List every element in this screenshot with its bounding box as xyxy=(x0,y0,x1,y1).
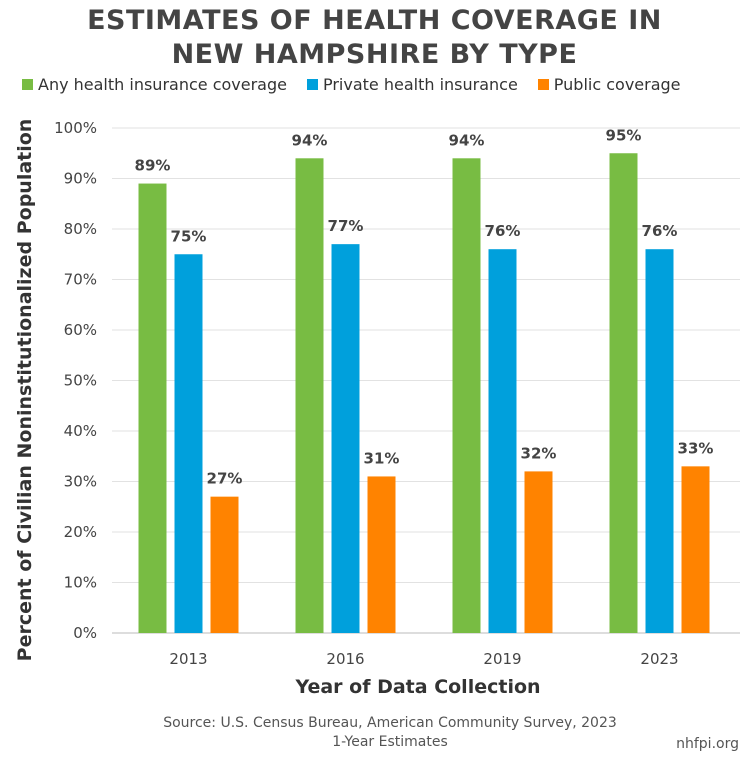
source-line-1: Source: U.S. Census Bureau, American Com… xyxy=(163,715,617,731)
source-line-2: 1-Year Estimates xyxy=(332,734,448,750)
x-tick-label: 2023 xyxy=(640,650,678,668)
y-tick-label: 60% xyxy=(64,321,97,339)
chart-title-line-2: NEW HAMPSHIRE BY TYPE xyxy=(171,39,578,70)
y-tick-label: 50% xyxy=(64,372,97,390)
y-tick-label: 80% xyxy=(64,220,97,238)
bar-private-2016 xyxy=(331,244,360,633)
data-label-any-2016: 94% xyxy=(292,131,328,149)
bar-public-2013 xyxy=(210,496,239,633)
data-label-private-2019: 76% xyxy=(485,222,521,240)
bars xyxy=(138,153,710,634)
bar-public-2023 xyxy=(681,466,710,633)
x-tick-label: 2013 xyxy=(169,650,207,668)
bar-any-2016 xyxy=(295,158,324,634)
bar-private-2019 xyxy=(488,249,517,633)
data-label-public-2013: 27% xyxy=(207,470,243,488)
legend-swatch-any xyxy=(22,79,33,90)
legend-swatch-public xyxy=(537,79,549,90)
legend-label-public: Public coverage xyxy=(553,75,681,94)
x-axis-title: Year of Data Collection xyxy=(294,676,540,698)
legend-item-public: Public coverage xyxy=(537,75,681,94)
y-tick-label: 20% xyxy=(64,523,97,541)
bar-any-2023 xyxy=(609,153,638,633)
data-label-public-2016: 31% xyxy=(364,449,400,467)
legend-label-any: Any health insurance coverage xyxy=(38,75,287,94)
y-axis-title: Percent of Civilian Noninstitutionalized… xyxy=(14,119,36,662)
data-label-any-2019: 94% xyxy=(449,131,485,149)
y-tick-label: 40% xyxy=(64,422,97,440)
data-label-any-2023: 95% xyxy=(606,126,642,144)
x-axis-ticks: 2013 2016 2019 2023 xyxy=(169,650,678,668)
legend-item-private: Private health insurance xyxy=(306,75,518,94)
bar-public-2016 xyxy=(367,476,396,633)
bar-chart: 0% 10% 20% 30% 40% 50% 60% 70% 80% 90% 100% 89% 75%… xyxy=(14,119,740,698)
bar-private-2013 xyxy=(174,254,203,633)
legend: Any health insurance coverage Private he… xyxy=(22,75,749,94)
bar-any-2019 xyxy=(452,158,481,634)
source-note: Source: U.S. Census Bureau, American Com… xyxy=(90,714,690,752)
y-tick-label: 100% xyxy=(54,119,97,137)
site-credit: nhfpi.org xyxy=(676,736,739,752)
y-axis-ticks: 0% 10% 20% 30% 40% 50% 60% 70% 80% 90% 100% xyxy=(54,119,97,642)
x-tick-label: 2016 xyxy=(326,650,364,668)
data-label-public-2019: 32% xyxy=(521,444,557,462)
data-label-public-2023: 33% xyxy=(678,439,714,457)
data-label-any-2013: 89% xyxy=(135,157,171,175)
y-tick-label: 30% xyxy=(64,473,97,491)
y-tick-label: 0% xyxy=(73,624,97,642)
legend-label-private: Private health insurance xyxy=(322,75,518,94)
data-labels: 89% 75% 27% 94% 77% 31% 94% 76% 32% 95% 76% 33% xyxy=(135,126,714,487)
x-tick-label: 2019 xyxy=(483,650,521,668)
bar-public-2019 xyxy=(524,471,553,633)
data-label-private-2013: 75% xyxy=(171,227,207,245)
y-tick-label: 90% xyxy=(64,170,97,188)
data-label-private-2023: 76% xyxy=(642,222,678,240)
bar-private-2023 xyxy=(645,249,674,633)
bar-any-2013 xyxy=(138,183,167,634)
legend-item-any: Any health insurance coverage xyxy=(22,75,287,94)
data-label-private-2016: 77% xyxy=(328,217,364,235)
y-tick-label: 70% xyxy=(64,271,97,289)
chart-title-line-1: ESTIMATES OF HEALTH COVERAGE IN xyxy=(87,5,662,36)
legend-swatch-private xyxy=(306,79,318,90)
chart-title: ESTIMATES OF HEALTH COVERAGE IN NEW HAMP… xyxy=(0,4,749,72)
y-tick-label: 10% xyxy=(64,574,97,592)
